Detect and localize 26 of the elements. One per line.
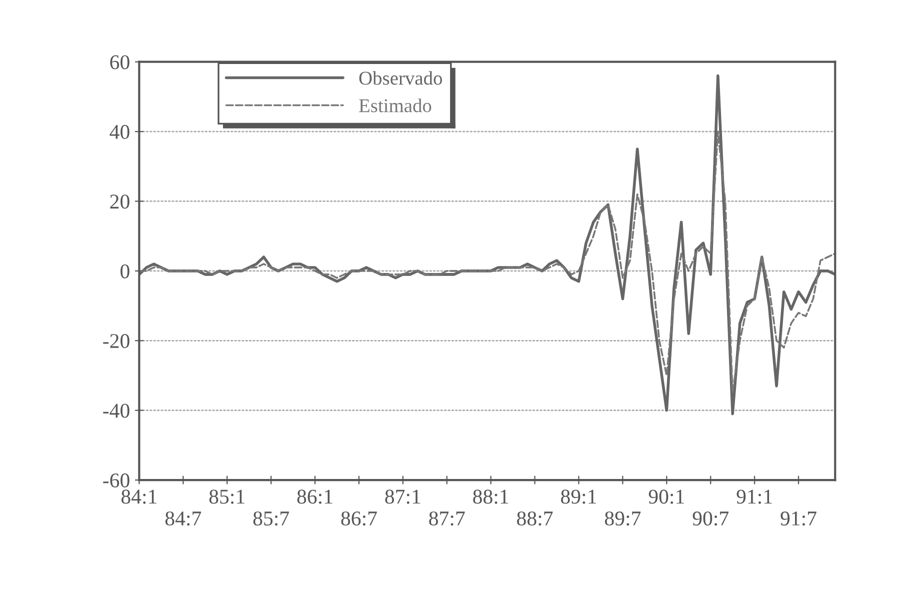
y-tick-label: 60	[110, 55, 130, 70]
x-tick-label: 84:7	[165, 511, 202, 526]
text: Estimado	[359, 98, 432, 112]
y-tick-label: -20	[103, 334, 130, 348]
x-tick-label: 90:7	[692, 511, 729, 526]
x-tick-label: 91:1	[736, 490, 772, 504]
x-tick-label: 89:1	[561, 490, 596, 504]
y-tick-label: 40	[110, 124, 130, 139]
x-tick-label: 86:7	[341, 511, 377, 526]
x-tick-label: 89:7	[604, 511, 641, 526]
x-tick-label: 90:1	[648, 490, 684, 504]
x-tick-label: 86:1	[297, 490, 332, 504]
x-tick-label: 85:1	[209, 490, 244, 504]
y-tick-label: 0	[120, 264, 130, 278]
x-tick-label: 87:1	[385, 490, 420, 504]
y-tick-label: 20	[110, 194, 130, 209]
line-series	[139, 130, 836, 394]
x-tick-label: 88:7	[517, 511, 553, 526]
x-tick-label: 84:1	[121, 490, 156, 504]
y-tick-label: -40	[103, 404, 130, 418]
x-tick-label: 85:7	[253, 511, 289, 526]
x-tick-label: 87:7	[429, 511, 465, 526]
y-tick-label: -60	[103, 473, 130, 488]
x-tick-label: 88:1	[473, 490, 508, 504]
text: Observado	[359, 71, 442, 85]
x-tick-label: 91:7	[780, 512, 816, 526]
